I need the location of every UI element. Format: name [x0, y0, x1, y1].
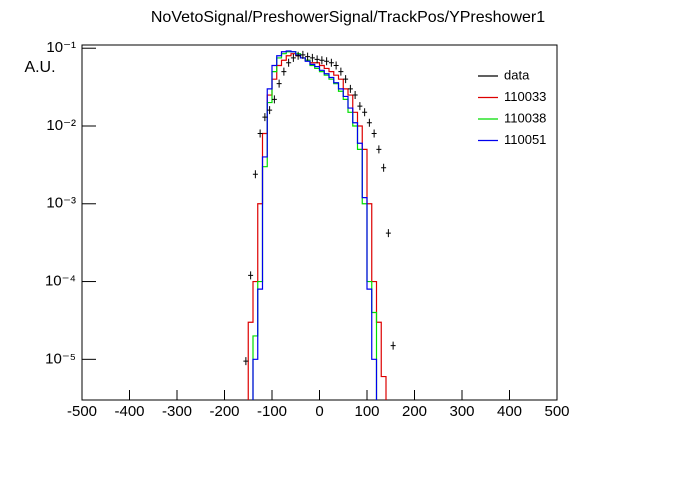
legend-label: data — [504, 67, 530, 82]
data-point — [390, 341, 396, 350]
data-point — [347, 84, 353, 93]
x-tick-label: 300 — [449, 403, 474, 420]
data-point — [248, 271, 254, 280]
chart-title: NoVetoSignal/PreshowerSignal/TrackPos/YP… — [151, 9, 545, 26]
data-point — [381, 163, 387, 172]
legend-label: 110033 — [504, 89, 546, 104]
data-point — [281, 67, 287, 76]
data-point — [319, 56, 325, 65]
x-tick-label: 500 — [544, 403, 569, 420]
data-point — [376, 145, 382, 154]
data-point — [357, 102, 363, 111]
data-point — [343, 75, 349, 84]
histogram-line — [247, 53, 387, 400]
legend-label: 110038 — [504, 110, 546, 125]
data-point — [252, 170, 258, 179]
histogram-line — [252, 50, 378, 400]
data-point — [366, 118, 372, 127]
data-point — [305, 52, 311, 61]
x-tick-label: 0 — [315, 403, 323, 420]
x-tick-label: -200 — [209, 403, 239, 420]
x-tick-label: -100 — [257, 403, 287, 420]
data-point — [362, 108, 368, 117]
data-point — [333, 61, 339, 70]
data-point — [300, 50, 306, 59]
data-point — [267, 106, 273, 115]
x-tick-label: -500 — [67, 403, 97, 420]
x-tick-label: 400 — [497, 403, 522, 420]
y-tick-label: 10⁻³ — [46, 195, 76, 212]
data-point — [371, 129, 377, 138]
data-point — [290, 53, 296, 62]
x-tick-label: -400 — [114, 403, 144, 420]
data-point — [352, 91, 358, 100]
data-point — [295, 51, 301, 60]
data-point — [286, 58, 292, 67]
data-point — [314, 55, 320, 64]
x-tick-label: -300 — [162, 403, 192, 420]
data-point — [257, 129, 263, 138]
x-tick-label: 200 — [402, 403, 427, 420]
y-tick-label: 10⁻² — [46, 117, 76, 134]
y-tick-label: 10⁻⁵ — [45, 350, 76, 367]
legend-label: 110051 — [504, 132, 546, 147]
data-point — [328, 58, 334, 67]
data-point — [276, 79, 282, 88]
y-tick-label: 10⁻⁴ — [45, 273, 76, 290]
data-point — [271, 95, 277, 104]
y-axis-label: A.U. — [24, 59, 55, 76]
data-point — [324, 57, 330, 66]
data-point — [309, 53, 315, 62]
y-tick-label: 10⁻¹ — [46, 39, 76, 56]
x-tick-label: 100 — [354, 403, 379, 420]
data-point — [262, 113, 268, 122]
data-point — [385, 229, 391, 238]
data-point — [338, 67, 344, 76]
data-point — [243, 357, 249, 366]
